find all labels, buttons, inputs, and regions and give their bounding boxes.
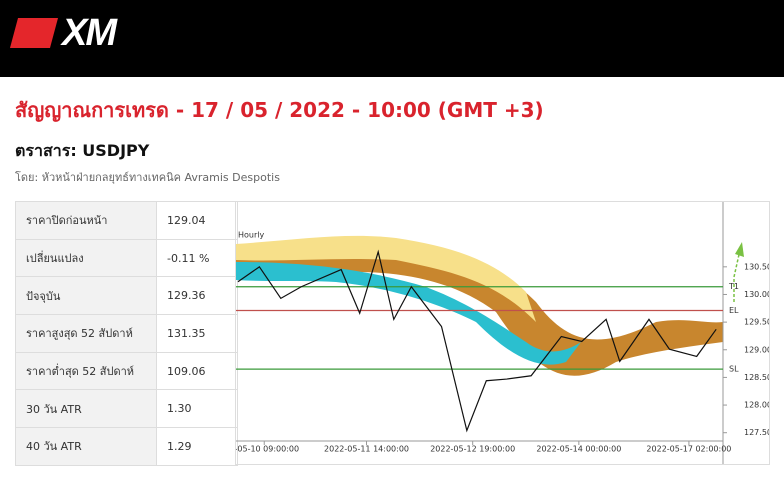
- label-cell: 30 วัน ATR: [15, 389, 157, 429]
- y-tick-label: 129.50: [744, 318, 770, 327]
- band: [236, 262, 581, 365]
- x-tick-label: 2022-05-14 00:00:00: [536, 445, 621, 454]
- instrument: ตราสาร: USDJPY: [15, 141, 150, 160]
- x-tick-label: 2-05-10 09:00:00: [235, 445, 299, 454]
- title: สัญญาณการเทรด - 17 / 05 / 2022 - 10:00 (…: [15, 98, 544, 122]
- chart-subtitle: Hourly: [238, 231, 264, 240]
- table-row: ปัจจุบัน 129.36: [15, 276, 238, 316]
- band: [236, 235, 536, 322]
- level-label: T1: [728, 282, 739, 291]
- label-cell: ราคาต่ำสุด 52 สัปดาห์: [15, 351, 157, 391]
- stats-table: ราคาปิดก่อนหน้า 129.04 เปลี่ยนแปลง -0.11 % ป…: [15, 201, 238, 466]
- y-tick-label: 127.50: [744, 428, 770, 437]
- value-cell: 129.04: [156, 201, 238, 240]
- y-tick-label: 130.00: [744, 290, 770, 299]
- y-tick-label: 129.00: [744, 345, 770, 354]
- y-tick-label: 128.00: [744, 401, 770, 410]
- value-cell: 1.29: [156, 427, 238, 466]
- value-cell: 1.30: [156, 389, 238, 429]
- label-cell: 40 วัน ATR: [15, 427, 157, 466]
- value-cell: 129.36: [156, 276, 238, 316]
- table-row: 40 วัน ATR 1.29: [15, 427, 238, 466]
- arrow-head: [735, 242, 744, 257]
- value-cell: 131.35: [156, 314, 238, 353]
- logo-icon: [9, 18, 59, 48]
- level-label: EL: [729, 306, 739, 315]
- x-tick-label: 2022-05-12 19:00:00: [430, 445, 515, 454]
- value-cell: -0.11 %: [156, 238, 238, 278]
- x-tick-label: 2022-05-11 14:00:00: [324, 445, 409, 454]
- chart: Hourly 127.50 128.00 128.50 129.00 129.50 130.…: [235, 201, 770, 465]
- x-tick-label: 2022-05-17 02:00:00: [646, 445, 731, 454]
- label-cell: ราคาสูงสุด 52 สัปดาห์: [15, 314, 157, 353]
- label-cell: ปัจจุบัน: [15, 276, 157, 316]
- header: XM: [0, 0, 784, 77]
- table-row: ราคาสูงสุด 52 สัปดาห์ 131.35: [15, 314, 238, 353]
- y-tick-label: 130.50: [744, 262, 770, 271]
- y-tick-label: 128.50: [744, 373, 770, 382]
- table-row: ราคาต่ำสุด 52 สัปดาห์ 109.06: [15, 351, 238, 391]
- logo: XM: [62, 12, 117, 54]
- author: โดย: หัวหน้าฝ่ายกลยุทธ์ทางเทคนิค Avramis…: [15, 171, 280, 184]
- price-line: [237, 249, 717, 433]
- table-row: ราคาปิดก่อนหน้า 129.04: [15, 201, 238, 240]
- table-row: 30 วัน ATR 1.30: [15, 389, 238, 429]
- table-row: เปลี่ยนแปลง -0.11 %: [15, 238, 238, 278]
- label-cell: เปลี่ยนแปลง: [15, 238, 157, 278]
- label-cell: ราคาปิดก่อนหน้า: [15, 201, 157, 240]
- band: [236, 242, 723, 376]
- value-cell: 109.06: [156, 351, 238, 391]
- level-label: SL: [729, 365, 739, 374]
- arrow: [733, 249, 741, 302]
